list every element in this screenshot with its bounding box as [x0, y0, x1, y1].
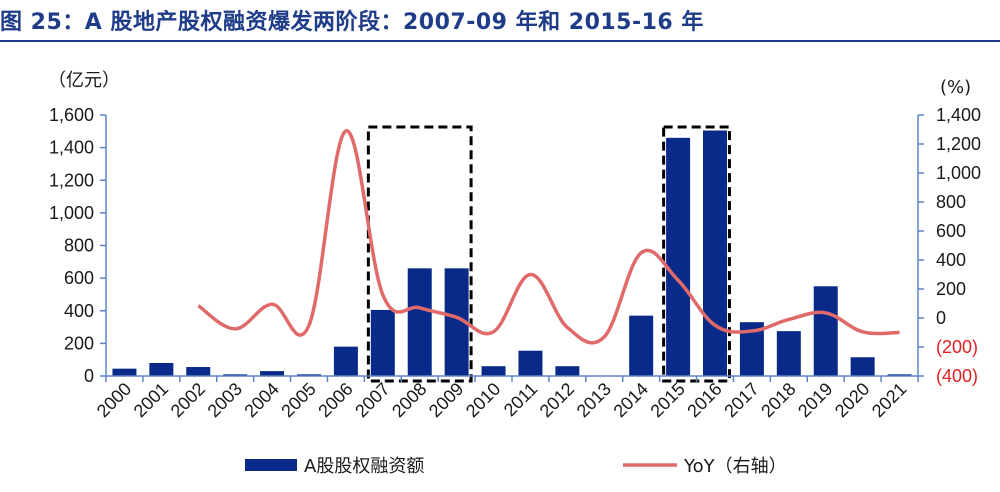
right-tick-label: (200)	[936, 337, 978, 357]
line-series	[197, 129, 900, 345]
x-tick-label: 2021	[868, 379, 910, 421]
bar-2003	[223, 374, 248, 376]
bar-2021	[887, 374, 912, 376]
bar-2005	[297, 374, 321, 376]
x-tick-label: 2016	[683, 379, 725, 421]
x-tick-label: 2003	[204, 379, 246, 421]
x-tick-label: 2004	[240, 379, 282, 421]
left-tick-label: 1,200	[49, 170, 94, 190]
left-tick-label: 600	[64, 268, 94, 288]
x-tick-label: 2005	[277, 379, 319, 421]
bar-2001	[149, 362, 174, 376]
bar-2016	[703, 130, 727, 376]
right-tick-label: 200	[936, 279, 966, 299]
yoy-line	[197, 129, 900, 345]
bar-2012	[555, 366, 580, 376]
x-tick-label: 2013	[573, 379, 615, 421]
bar-2009	[444, 268, 469, 376]
x-tick-label: 2018	[757, 379, 799, 421]
left-tick-label: 200	[64, 333, 94, 353]
left-axis-unit: （亿元）	[48, 70, 120, 91]
x-tick-label: 2002	[167, 379, 209, 421]
x-tick-label: 2020	[831, 379, 873, 421]
x-tick-label: 2001	[130, 379, 172, 421]
right-axis-unit: (%)	[940, 77, 971, 98]
bar-2019	[813, 286, 838, 376]
x-tick-label: 2012	[536, 379, 578, 421]
left-tick-label: 0	[84, 366, 94, 386]
legend-line-label: YoY（右轴）	[683, 456, 787, 477]
bar-2004	[260, 371, 285, 376]
right-tick-label: 400	[936, 250, 966, 270]
legend-bar-swatch	[245, 459, 297, 471]
left-tick-label: 800	[64, 236, 94, 256]
bar-series	[112, 130, 912, 377]
legend: A股股权融资额 YoY（右轴）	[245, 456, 787, 477]
bar-2002	[186, 367, 211, 376]
x-tick-label: 2014	[610, 379, 652, 421]
x-tick-label: 2019	[794, 379, 836, 421]
bar-2010	[481, 366, 506, 376]
x-tick-label: 2010	[462, 379, 504, 421]
x-tick-label: 2009	[425, 379, 467, 421]
bar-2000	[112, 368, 137, 376]
bar-2007	[370, 309, 395, 376]
bar-2006	[333, 346, 358, 376]
x-tick-label: 2008	[388, 379, 430, 421]
bar-2020	[850, 357, 875, 376]
x-tick-label: 2015	[646, 379, 688, 421]
bar-2014	[629, 315, 654, 376]
left-tick-label: 1,600	[49, 105, 94, 125]
bar-2018	[776, 331, 801, 376]
bar-2011	[518, 350, 543, 376]
right-tick-label: 1,000	[936, 163, 981, 183]
right-tick-label: 0	[936, 308, 946, 328]
left-tick-label: 1,400	[49, 138, 94, 158]
title-rule	[0, 40, 1000, 42]
chart-title: 图 25：A 股地产股权融资爆发两阶段：2007-09 年和 2015-16 年	[0, 10, 704, 35]
x-tick-label: 2011	[500, 379, 542, 421]
left-tick-label: 400	[64, 301, 94, 321]
right-tick-label: 800	[936, 192, 966, 212]
bar-2015	[666, 137, 691, 376]
left-tick-label: 1,000	[49, 203, 94, 223]
right-tick-label: 600	[936, 221, 966, 241]
right-tick-label: 1,200	[936, 134, 981, 154]
x-tick-label: 2000	[93, 379, 135, 421]
bar-2017	[739, 322, 764, 376]
highlight-box-2007-2009	[366, 125, 473, 383]
x-tick-label: 2007	[351, 379, 393, 421]
bar-2008	[407, 268, 432, 376]
right-tick-label: 1,400	[936, 105, 981, 125]
legend-bar-label: A股股权融资额	[304, 456, 424, 477]
x-tick-label: 2006	[314, 379, 356, 421]
x-tick-label: 2017	[720, 379, 762, 421]
right-tick-label: (400)	[936, 366, 978, 386]
